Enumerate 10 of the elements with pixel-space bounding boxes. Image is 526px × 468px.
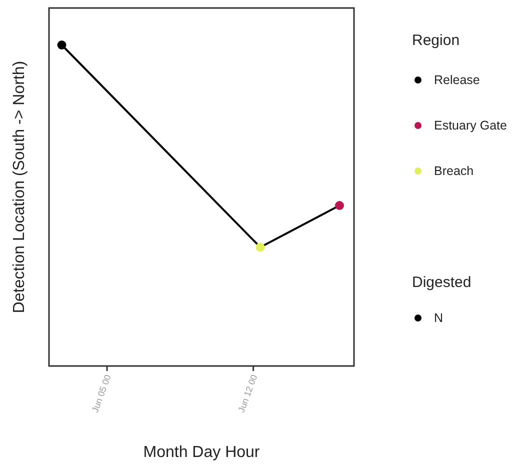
- legend-label: Release: [434, 73, 480, 87]
- legend-label: N: [434, 311, 444, 325]
- y-axis-title: Detection Location (South -> North): [11, 60, 28, 314]
- legend-title: Region: [412, 32, 460, 49]
- legend-label: Estuary Gate: [434, 118, 507, 132]
- x-tick-label: Jun 12 00: [236, 373, 260, 414]
- x-axis-title: Month Day Hour: [143, 444, 260, 461]
- x-tick-label: Jun 05 00: [90, 373, 113, 414]
- text: Digested: [412, 274, 472, 291]
- legend-label: Breach: [434, 164, 474, 178]
